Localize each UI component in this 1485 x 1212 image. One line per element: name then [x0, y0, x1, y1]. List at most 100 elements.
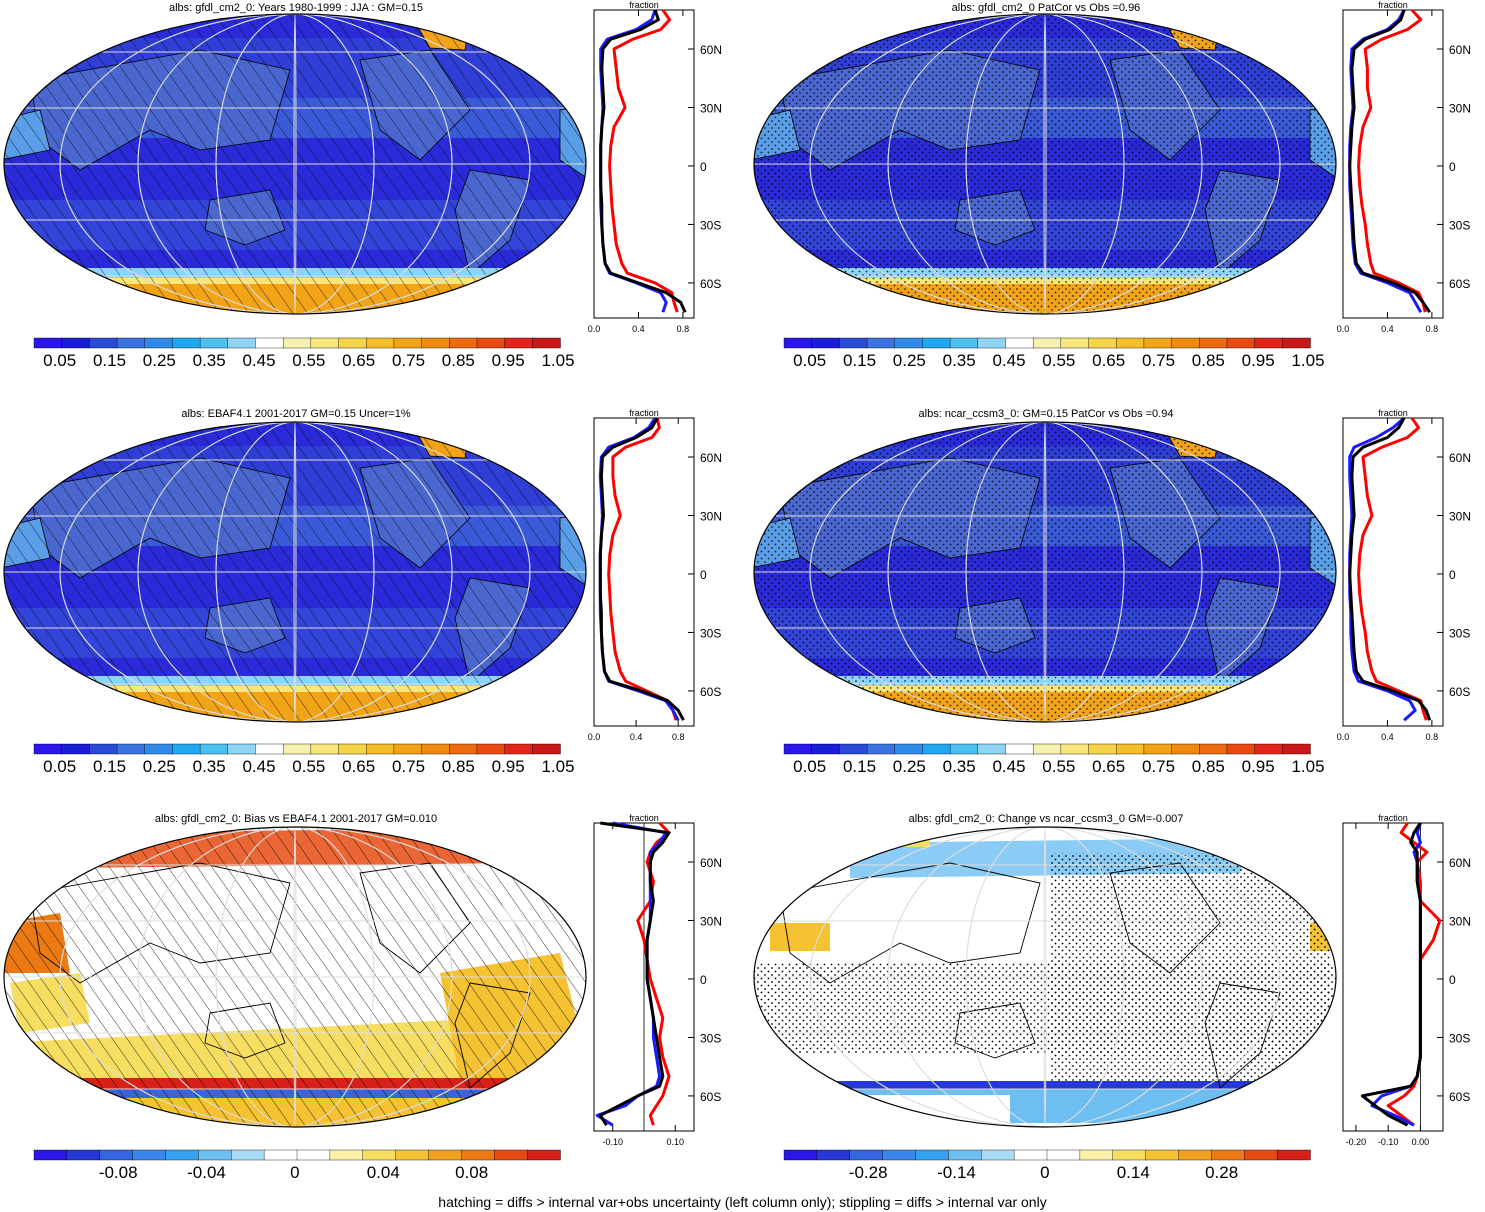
- colorbar-tick-label: 0.04: [367, 1163, 400, 1182]
- map-title: albs: ncar_ccsm3_0: GM=0.15 PatCor vs Ob…: [919, 408, 1174, 420]
- profile-ytick-label: 30S: [700, 218, 721, 232]
- profile-ytick-label: 0: [700, 973, 707, 987]
- profile-title: fraction: [1378, 408, 1408, 418]
- map-title: albs: gfdl_cm2_0: Years 1980-1999 : JJA …: [169, 2, 423, 14]
- colorbar-swatch: [461, 1149, 495, 1161]
- profile-ytick-label: 60N: [1449, 451, 1471, 465]
- profile-ytick-label: 30N: [1449, 509, 1471, 523]
- colorbar-tick-label: 0.45: [242, 351, 275, 370]
- colorbar-swatch: [61, 743, 91, 755]
- colorbar-swatch: [922, 743, 951, 755]
- profile-ytick-label: 30S: [1449, 218, 1470, 232]
- colorbar-tick-label: 0.14: [1117, 1163, 1150, 1182]
- panel-6: albs: gfdl_cm2_0: Change vs ncar_ccsm3_0…: [753, 813, 1471, 1182]
- profile-ytick-label: 60S: [700, 685, 721, 699]
- profile-xtick-label: 0.4: [1381, 732, 1394, 742]
- colorbar-swatch: [310, 337, 340, 349]
- colorbar-swatch: [783, 337, 813, 349]
- map-border: [753, 826, 1337, 1128]
- zonal-profile: fraction 60N 30N 0 30S 60S -0.20 -0.10 0.00: [1342, 813, 1471, 1147]
- colorbar-tick-label: 0.85: [442, 351, 475, 370]
- colorbar-swatch: [866, 743, 896, 755]
- profile-title: fraction: [629, 813, 659, 823]
- colorbar-swatch: [1171, 743, 1200, 755]
- profile-xtick-label: 0.8: [1426, 732, 1439, 742]
- colorbar-tick-label: 0.35: [943, 351, 976, 370]
- colorbar-tick-label: 0.25: [893, 351, 926, 370]
- profile-xtick-label: -0.10: [602, 1137, 623, 1147]
- colorbar-tick-label: 0.75: [1142, 757, 1175, 776]
- panel-2: albs: gfdl_cm2_0 PatCor vs Obs =0.96 0.05…: [753, 0, 1471, 370]
- colorbar-swatch: [1116, 743, 1145, 755]
- profile-ytick-label: 30N: [700, 914, 722, 928]
- profile-xtick-label: 0.10: [666, 1137, 684, 1147]
- colorbar-swatch: [1143, 337, 1173, 349]
- colorbar-swatch: [1199, 337, 1228, 349]
- colorbar-tick-label: 0.55: [292, 757, 325, 776]
- profile-ytick-label: 0: [700, 160, 707, 174]
- colorbar-swatch: [894, 743, 924, 755]
- map-field: [754, 422, 1336, 722]
- profile-title: fraction: [629, 408, 659, 418]
- colorbar-swatch: [449, 743, 478, 755]
- colorbar-swatch: [1145, 1149, 1180, 1161]
- colorbar-swatch: [1005, 743, 1034, 755]
- panel-5: albs: gfdl_cm2_0: Bias vs EBAF4.1 2001-2…: [3, 813, 722, 1182]
- profile-xtick-label: 0.0: [588, 324, 601, 334]
- colorbar-swatch: [1032, 743, 1062, 755]
- colorbar-swatch: [922, 337, 951, 349]
- colorbar-tick-label: 0.85: [1192, 757, 1225, 776]
- colorbar-tick-label: 0.85: [442, 757, 475, 776]
- map-field: [754, 14, 1336, 314]
- colorbar-swatch: [1143, 743, 1173, 755]
- profile-ytick-label: 60S: [700, 1090, 721, 1104]
- colorbar-tick-label: 0.65: [342, 351, 375, 370]
- colorbar-swatch: [33, 743, 63, 755]
- colorbar-swatch: [61, 337, 91, 349]
- profile-ytick-label: 60N: [700, 856, 722, 870]
- colorbar-swatch: [476, 743, 506, 755]
- colorbar-swatch: [866, 337, 896, 349]
- colorbar-tick-label: 0.55: [1042, 757, 1075, 776]
- graticule: [754, 14, 1336, 314]
- profile-xtick-label: 0.4: [1381, 324, 1394, 334]
- colorbar-swatch: [263, 1149, 298, 1161]
- colorbar-swatch: [255, 337, 284, 349]
- profile-ytick-label: 60N: [700, 451, 722, 465]
- colorbar-tick-label: 0.05: [793, 757, 826, 776]
- colorbar-tick-label: 0.45: [992, 757, 1025, 776]
- colorbar-tick-label: 0.05: [43, 351, 76, 370]
- colorbar-tick-label: 1.05: [541, 757, 574, 776]
- colorbar-tick-label: 0.75: [392, 757, 425, 776]
- colorbar-swatch: [165, 1149, 200, 1161]
- colorbar-tick-label: 0.25: [143, 351, 176, 370]
- colorbar-swatch: [89, 743, 118, 755]
- colorbar-tick-label: 0.35: [193, 757, 226, 776]
- profile-xtick-label: 0.8: [1426, 324, 1439, 334]
- colorbar: 0.05 0.15 0.25 0.35 0.45 0.55 0.65 0.75 0.85 0.95…: [783, 743, 1325, 776]
- profile-xtick-label: 0.0: [588, 732, 601, 742]
- zonal-profile: fraction 60N 30N 0 30S 60S 0.0 0.4 0.8: [588, 408, 722, 742]
- colorbar-swatch: [915, 1149, 950, 1161]
- profile-ytick-label: 30S: [1449, 1031, 1470, 1045]
- colorbar-tick-label: 0.25: [893, 757, 926, 776]
- colorbar-swatch: [449, 337, 478, 349]
- colorbar-tick-label: 0.95: [1242, 757, 1275, 776]
- colorbar-swatch: [366, 337, 395, 349]
- colorbar-tick-label: 0.45: [992, 351, 1025, 370]
- profile-ytick-label: 60S: [1449, 685, 1470, 699]
- colorbar-tick-label: 1.05: [1291, 757, 1324, 776]
- colorbar-swatch: [1032, 337, 1062, 349]
- profile-ytick-label: 60N: [1449, 43, 1471, 57]
- colorbar-swatch: [198, 1149, 232, 1161]
- profile-xtick-label: 0.4: [630, 732, 643, 742]
- colorbar-swatch: [1079, 1149, 1114, 1161]
- colorbar-swatch: [1282, 743, 1311, 755]
- colorbar-swatch: [977, 337, 1007, 349]
- colorbar-swatch: [1244, 1149, 1278, 1161]
- map-title: albs: EBAF4.1 2001-2017 GM=0.15 Uncer=1%: [181, 408, 411, 420]
- profile-ytick-label: 60S: [1449, 1090, 1470, 1104]
- profile-ytick-label: 0: [700, 568, 707, 582]
- graticule: [754, 422, 1336, 722]
- profile-ytick-label: 30N: [700, 509, 722, 523]
